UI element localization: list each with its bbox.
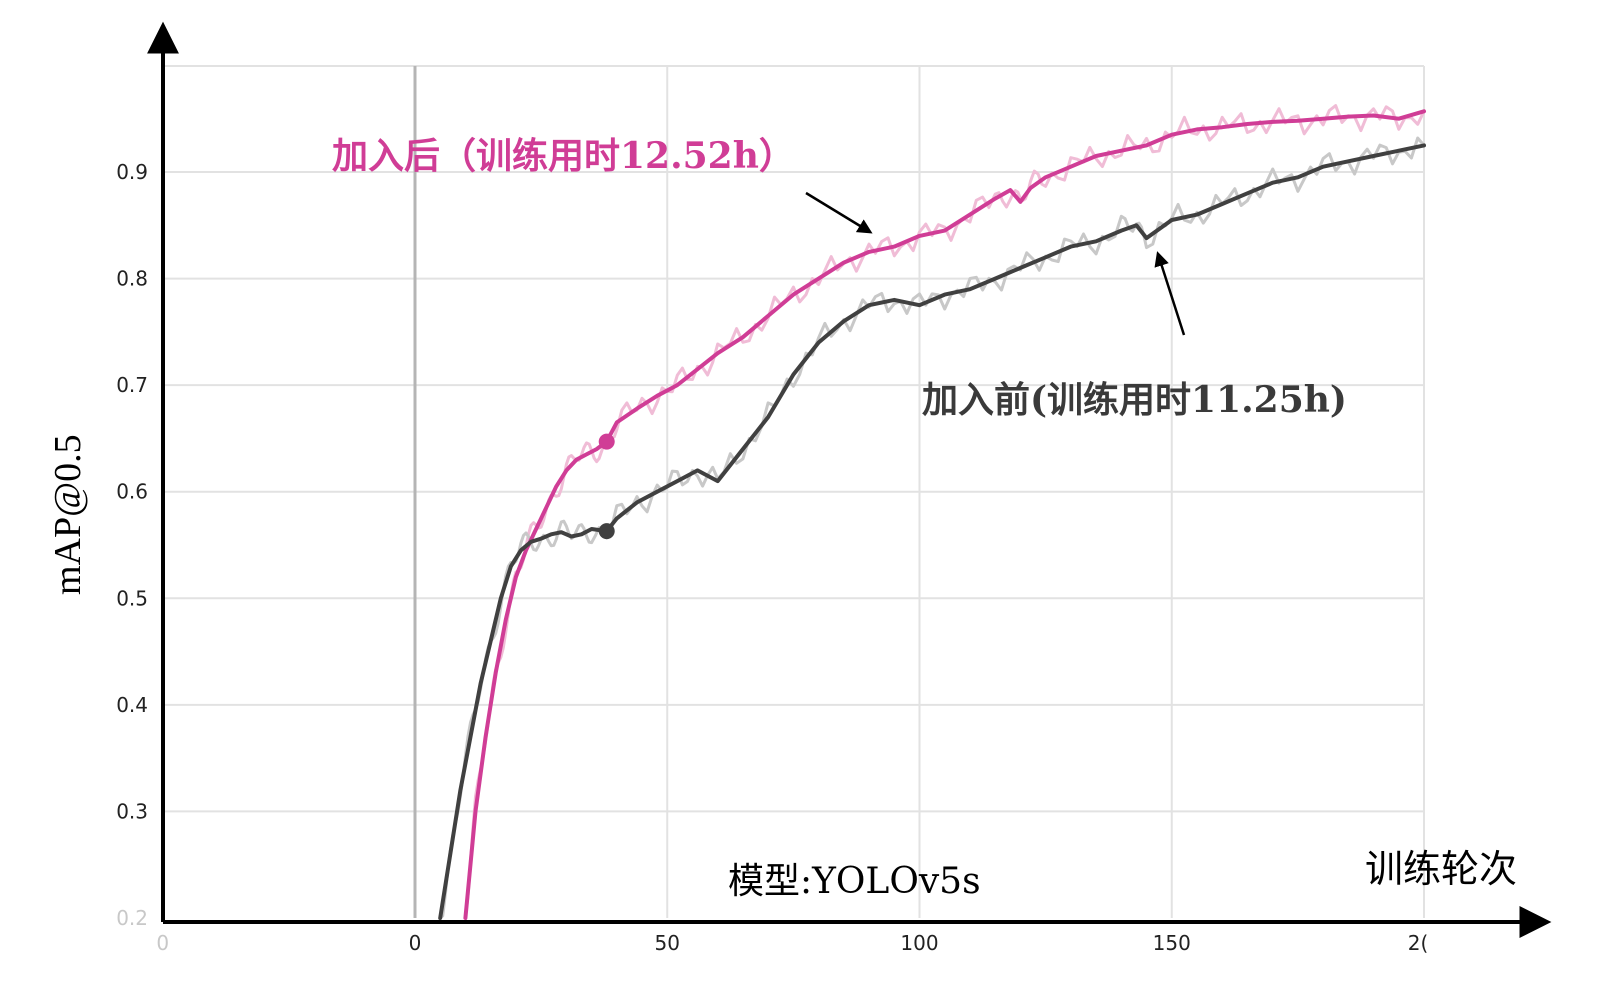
series-label-before: 加入前(训练用时11.25h) xyxy=(922,379,1347,421)
series-label-after: 加入后（训练用时12.52h） xyxy=(332,135,795,177)
x-tick-label: 0 xyxy=(156,931,169,955)
x-axis-label: 训练轮次 xyxy=(1365,847,1517,891)
tick-labels: 0.2 0.3 0.4 0.5 0.6 0.7 0.8 0.9 0 0 50 100 150 2( xyxy=(116,160,1428,955)
grid xyxy=(163,65,1425,918)
smoothed-series-lines xyxy=(438,109,1426,920)
series-markers xyxy=(598,433,615,540)
y-tick-label: 0.4 xyxy=(116,693,148,717)
series-line-1 xyxy=(438,143,1426,920)
series-raw-line-0 xyxy=(463,104,1426,919)
raw-series-lines xyxy=(439,104,1426,920)
series-line-0 xyxy=(463,109,1426,920)
model-label: 模型:YOLOv5s xyxy=(728,861,981,902)
series-marker-0 xyxy=(598,433,615,450)
y-tick-label: 0.6 xyxy=(116,480,148,504)
arrow-after xyxy=(805,191,873,234)
arrow-before xyxy=(1154,251,1186,336)
y-tick-label: 0.8 xyxy=(116,267,148,291)
y-tick-label: 0.5 xyxy=(116,586,148,610)
x-tick-label: 50 xyxy=(655,931,680,955)
x-tick-label: 100 xyxy=(900,931,938,955)
series-marker-1 xyxy=(598,523,615,540)
x-tick-label: 2( xyxy=(1408,931,1429,955)
y-tick-label: 0.9 xyxy=(116,160,148,184)
y-tick-label: 0.2 xyxy=(116,906,148,930)
y-tick-label: 0.7 xyxy=(116,373,148,397)
x-tick-label: 150 xyxy=(1153,931,1191,955)
x-tick-label: 0 xyxy=(409,931,422,955)
y-axis-label: mAP@0.5 xyxy=(47,434,89,595)
series-raw-line-1 xyxy=(439,136,1426,920)
y-tick-label: 0.3 xyxy=(116,799,148,823)
